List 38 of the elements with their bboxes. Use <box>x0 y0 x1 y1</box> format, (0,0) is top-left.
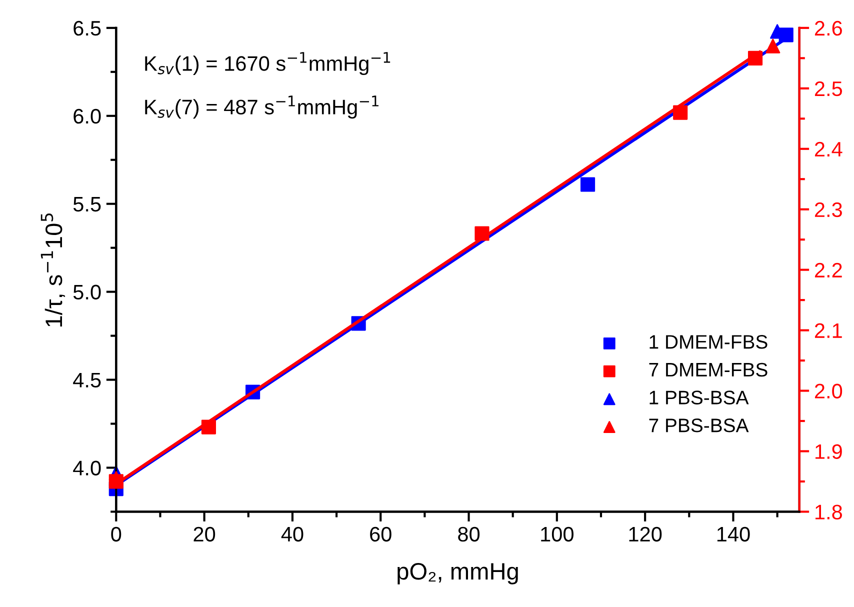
y2-tick-label: 2.5 <box>814 81 842 96</box>
y2-tick-label: 1.9 <box>816 444 842 459</box>
legend-label: 1 DMEM-FBS <box>650 334 768 349</box>
legend-label: 7 PBS-BSA <box>649 418 749 432</box>
annotation: K$_{sv}$(1) = 1670 s$^{−1}$mmHg$^{−1}$ <box>145 52 390 76</box>
y2-tick-label: 2.4 <box>814 142 842 156</box>
y-tick-label: 4.0 <box>73 460 101 476</box>
x-tick-label: 20 <box>194 526 216 542</box>
x-tick-label: 60 <box>370 526 392 542</box>
annotation: K$_{sv}$(7) = 487 s$^{−1}$mmHg$^{−1}$ <box>145 96 378 119</box>
y2-tick-label: 2.6 <box>814 20 842 36</box>
x-tick-label: 120 <box>629 526 662 542</box>
y-tick-label: 6.0 <box>74 108 101 124</box>
x-axis-title: pO₂, mmHg <box>398 562 518 584</box>
y2-tick-label: 1.8 <box>816 504 842 520</box>
point <box>673 105 688 120</box>
legend-label: 1 PBS-BSA <box>650 390 749 404</box>
point <box>748 50 763 66</box>
y-tick-label: 5.0 <box>73 284 101 300</box>
point <box>580 177 596 192</box>
y-tick-label: 4.5 <box>73 372 101 388</box>
x-tick-label: 140 <box>717 526 750 542</box>
y2-tick-label: 2.2 <box>814 262 842 278</box>
y2-tick-label: 2.3 <box>814 202 842 218</box>
point <box>766 38 780 54</box>
legend-label: 7 DMEM-FBS <box>649 362 768 377</box>
point <box>474 226 490 241</box>
x-tick-label: 80 <box>458 526 480 542</box>
y-axis-title: 1/τ, s$^{−1}$10$^{5}$ <box>40 214 66 326</box>
x-tick-label: 100 <box>541 526 574 542</box>
y-tick-label: 6.5 <box>74 20 101 36</box>
point <box>201 420 216 434</box>
y-tick-label: 5.5 <box>73 197 101 212</box>
x-tick-label: 40 <box>281 526 304 542</box>
point <box>108 471 124 486</box>
y2-tick-label: 2.1 <box>814 323 842 338</box>
y2-tick-label: 2.0 <box>814 384 842 399</box>
x-tick-label: 0 <box>111 526 122 542</box>
